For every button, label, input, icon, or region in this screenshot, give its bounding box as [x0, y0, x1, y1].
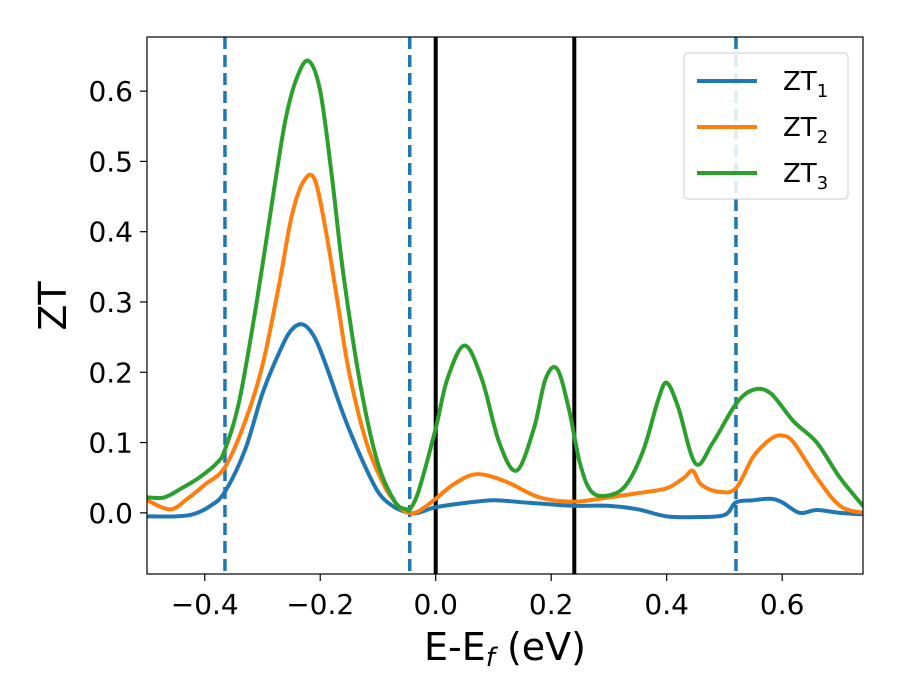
legend-box: [683, 52, 849, 200]
legend: ZT1 ZT2 ZT3: [683, 52, 849, 200]
y-axis-label: ZT: [31, 281, 75, 331]
x-tick-label: −0.4: [171, 588, 239, 621]
x-axis-label: E-Ef (eV): [424, 625, 586, 673]
y-tick-label: 0.5: [88, 145, 133, 178]
series-line-zt2: [147, 172, 863, 516]
x-tick-label: 0.4: [644, 588, 689, 621]
x-tick-label: 0.6: [760, 588, 805, 621]
x-tick-label: 0.2: [529, 588, 574, 621]
series-line-zt3: [147, 58, 863, 513]
legend-label-zt1: ZT1: [783, 67, 828, 102]
series-line-zt1: [147, 322, 863, 520]
y-tick-label: 0.2: [88, 356, 133, 389]
legend-label-zt2: ZT2: [783, 113, 828, 148]
y-axis-ticks: 0.0 0.1 0.2 0.3 0.4 0.5 0.6: [88, 75, 147, 530]
y-tick-label: 0.6: [88, 75, 133, 108]
y-tick-label: 0.0: [88, 497, 133, 530]
y-tick-label: 0.3: [88, 286, 133, 319]
y-tick-label: 0.1: [88, 427, 133, 460]
legend-label-zt3: ZT3: [783, 159, 828, 194]
x-tick-label: 0.0: [413, 588, 458, 621]
series-layer: [147, 58, 863, 520]
x-axis-ticks: −0.4 −0.2 0.0 0.2 0.4 0.6: [171, 574, 805, 621]
x-tick-label: −0.2: [286, 588, 354, 621]
plot-frame: [146, 36, 864, 575]
vertical-reference-lines: [223, 37, 738, 574]
y-tick-label: 0.4: [88, 216, 133, 249]
